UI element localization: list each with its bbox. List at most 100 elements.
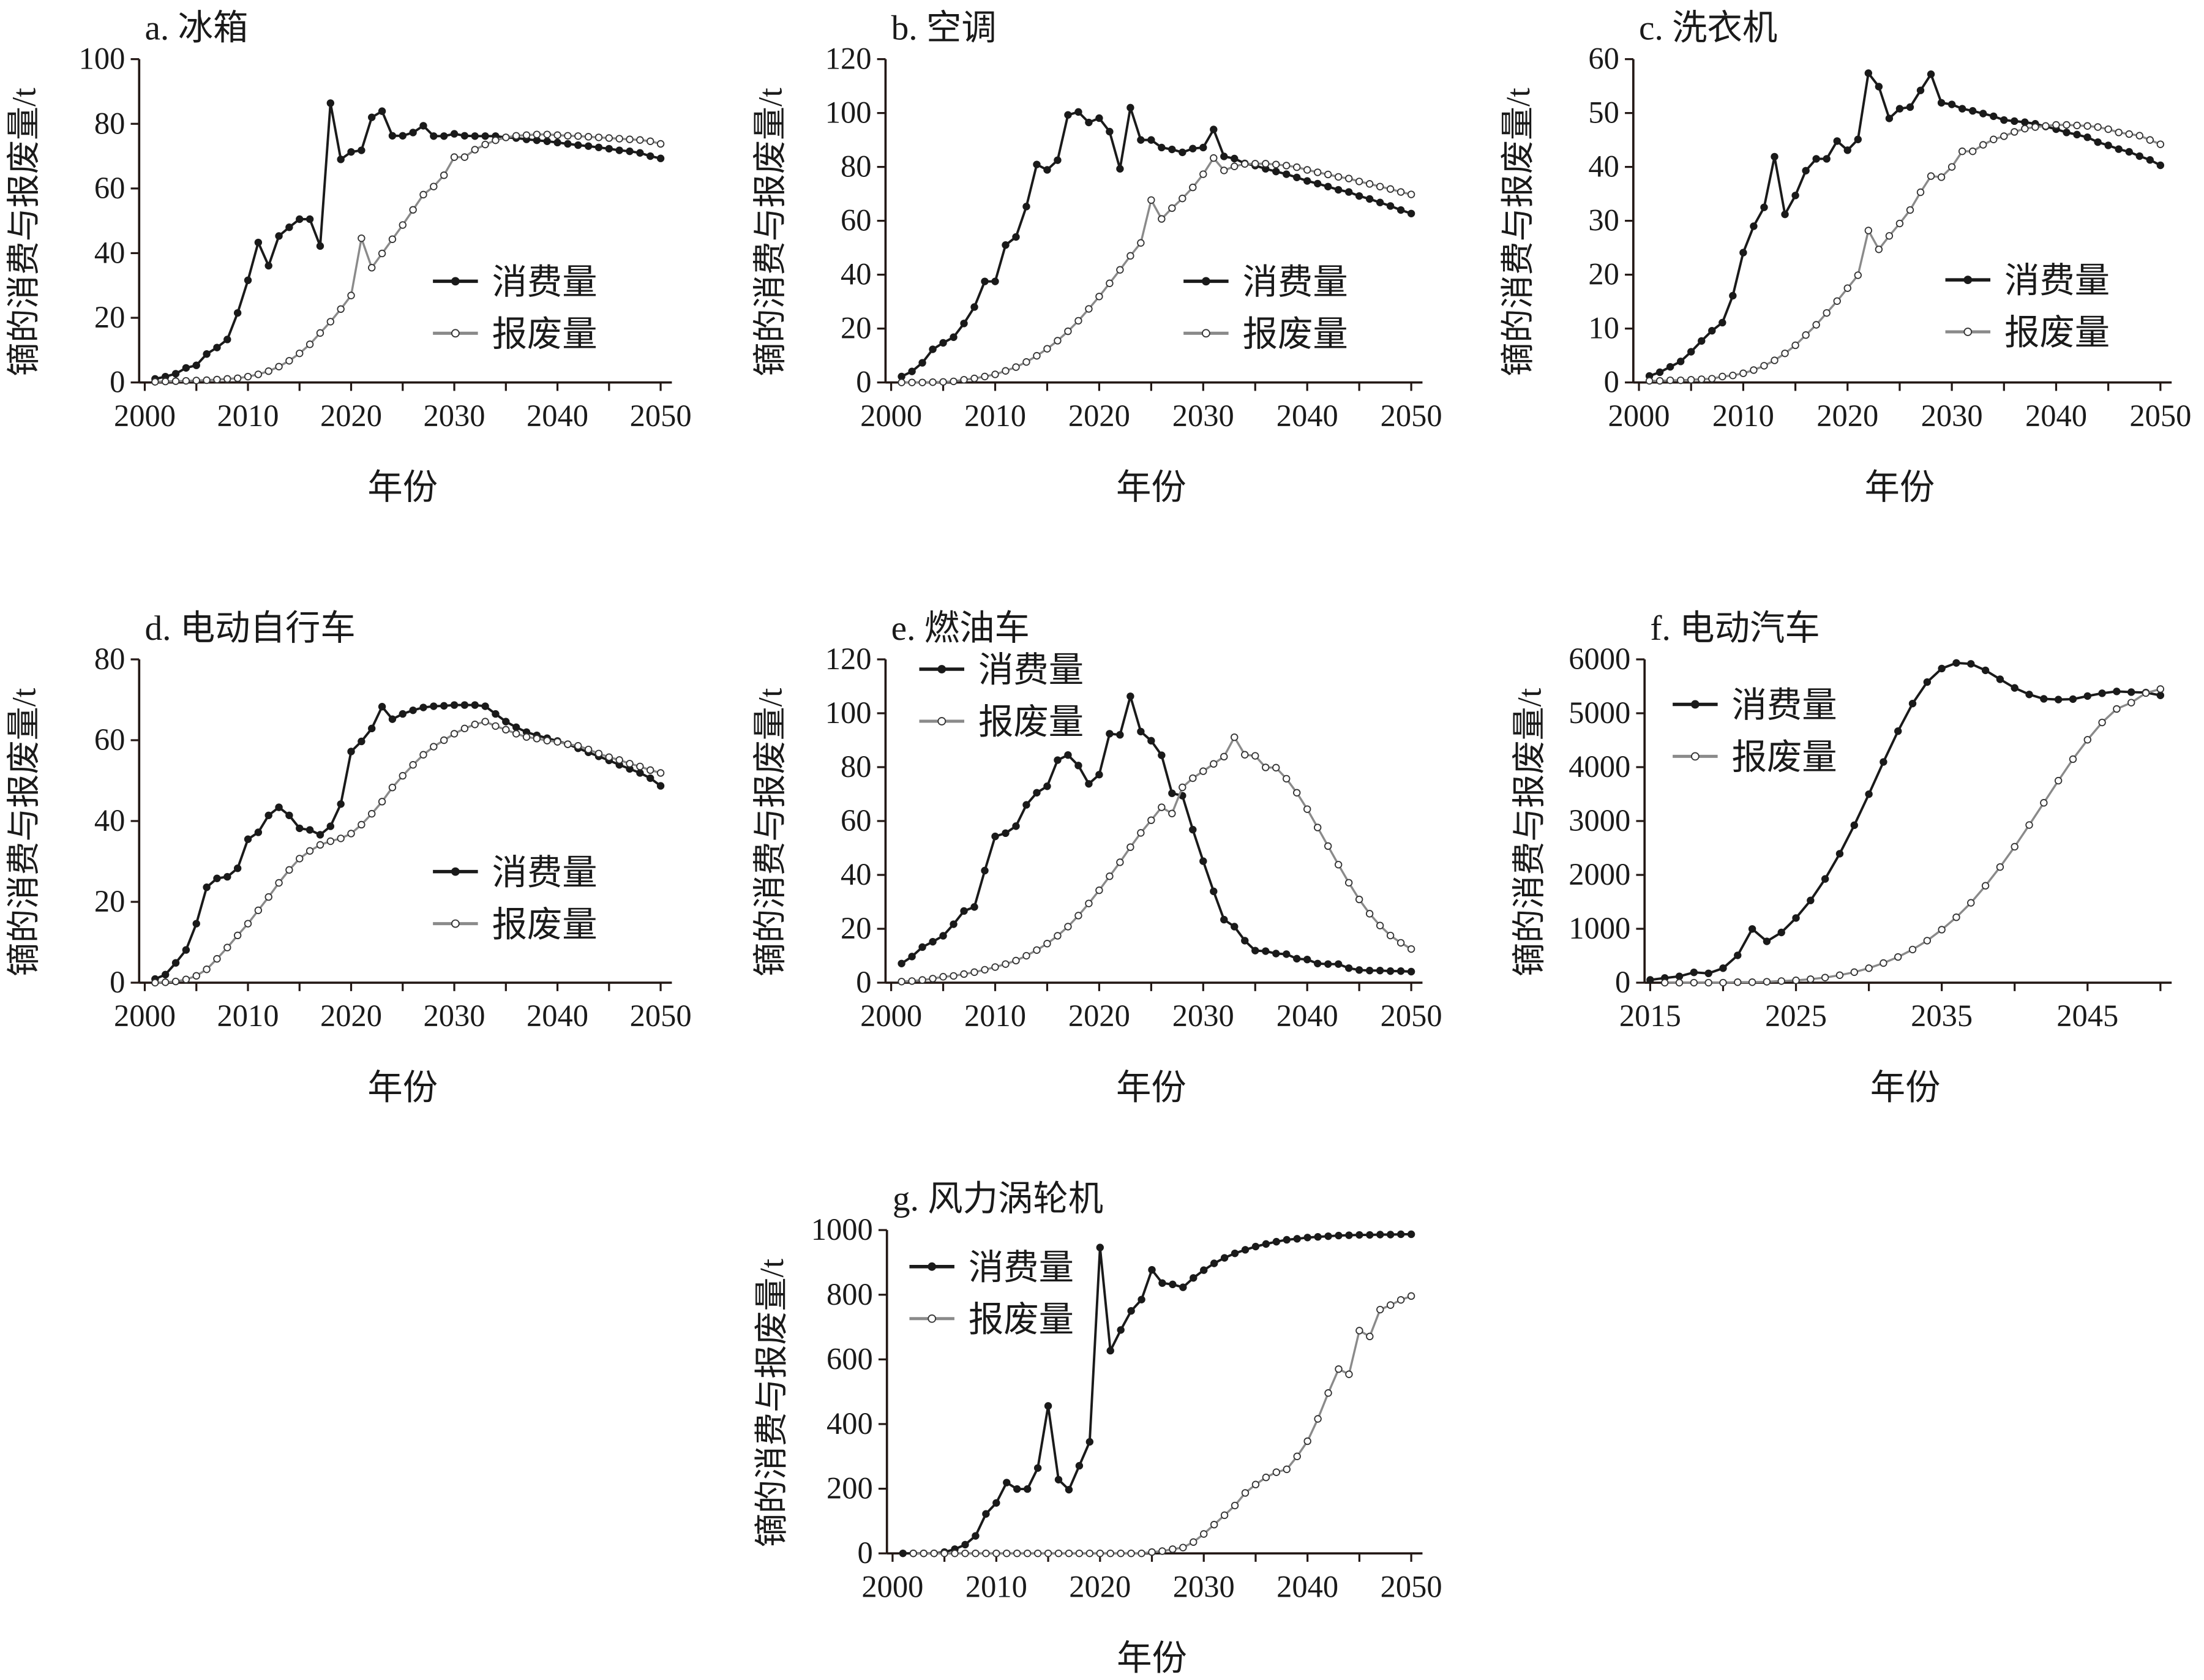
consumption-point	[1777, 928, 1785, 937]
consumption-point	[244, 276, 252, 285]
scrap-point	[296, 349, 304, 358]
consumption-point	[1199, 857, 1207, 865]
consumption-point	[1938, 664, 1946, 673]
y-tick-label: 0	[1615, 965, 1630, 999]
scrap-point	[2083, 736, 2091, 744]
scrap-point	[1033, 1549, 1042, 1558]
scrap-point	[909, 1549, 917, 1558]
scrap-point	[1324, 170, 1332, 179]
consumption-point	[1138, 1296, 1145, 1303]
x-axis-label: 年份	[1116, 1069, 1186, 1108]
consumption-point	[1676, 358, 1685, 366]
consumption-point	[2113, 688, 2121, 696]
consumption-point	[2156, 161, 2165, 170]
x-tick-label: 2030	[1173, 1569, 1235, 1603]
consumption-point	[1958, 105, 1966, 113]
legend-label: 消费量	[492, 263, 598, 302]
legend-marker	[937, 665, 946, 673]
scrap-point	[1719, 372, 1726, 381]
scrap-point	[1355, 895, 1363, 904]
scrap-point	[1231, 733, 1239, 741]
scrap-point	[358, 820, 365, 829]
scrap-point	[1719, 978, 1727, 987]
chart-title: c. 洗衣机	[1639, 9, 1777, 47]
consumption-point	[1148, 1266, 1156, 1274]
x-tick-label: 2010	[217, 399, 279, 433]
consumption-point	[264, 811, 272, 819]
scrap-point	[1220, 752, 1228, 761]
scrap-point	[275, 362, 283, 371]
scrap-point	[970, 968, 978, 977]
consumption-point	[1407, 967, 1415, 976]
scrap-point	[1033, 946, 1041, 954]
x-tick-label: 2010	[964, 999, 1026, 1033]
scrap-point	[512, 730, 520, 738]
consumption-point	[1065, 1485, 1073, 1494]
scrap-point	[960, 376, 968, 384]
consumption-point	[1894, 727, 1902, 735]
consumption-point	[1748, 925, 1756, 933]
consumption-point	[1262, 947, 1270, 955]
consumption-point	[2063, 129, 2071, 137]
consumption-point	[1074, 108, 1082, 116]
scrap-point	[1064, 923, 1072, 931]
scrap-point	[970, 374, 978, 383]
consumption-point	[1085, 780, 1093, 788]
scrap-point	[161, 978, 170, 986]
scrap-point	[1158, 215, 1166, 223]
scrap-point	[450, 153, 459, 161]
consumption-point	[1189, 144, 1197, 152]
consumption-point	[275, 232, 283, 240]
scrap-point	[636, 762, 644, 771]
series-line-scrap	[1665, 688, 2161, 984]
consumption-point	[564, 140, 572, 148]
consumption-point	[961, 1540, 969, 1549]
scrap-point	[1210, 760, 1218, 768]
chart-title: g. 风力涡轮机	[893, 1180, 1103, 1218]
scrap-point	[1022, 358, 1030, 366]
y-axis-label: 镝的消费与报废量/t	[1510, 688, 1548, 977]
scrap-point	[2146, 136, 2154, 144]
scrap-point	[368, 264, 376, 272]
consumption-point	[347, 148, 355, 156]
consumption-point	[605, 144, 613, 153]
scrap-point	[1074, 912, 1082, 920]
consumption-point	[939, 932, 947, 940]
scrap-point	[992, 1549, 1000, 1558]
y-tick-label: 4000	[1569, 749, 1630, 784]
scrap-point	[1043, 940, 1051, 948]
legend-marker	[937, 717, 946, 726]
consumption-point	[1345, 1231, 1353, 1239]
consumption-point	[1923, 678, 1932, 686]
y-tick-label: 100	[825, 696, 872, 730]
scrap-point	[1996, 863, 2004, 871]
consumption-point	[1854, 135, 1862, 143]
x-tick-label: 2025	[1765, 999, 1827, 1033]
scrap-point	[1231, 162, 1239, 170]
y-tick-label: 2000	[1569, 857, 1630, 891]
consumption-point	[584, 142, 593, 150]
legend-label: 报废量	[1732, 738, 1837, 777]
scrap-point	[161, 377, 170, 386]
scrap-point	[378, 249, 386, 258]
consumption-point	[1168, 789, 1176, 797]
scrap-point	[213, 954, 221, 963]
consumption-point	[213, 874, 221, 882]
scrap-point	[1880, 959, 1887, 967]
legend-label: 报废量	[492, 906, 598, 944]
scrap-point	[1344, 879, 1353, 887]
consumption-point	[1812, 155, 1820, 163]
scrap-point	[399, 221, 407, 229]
scrap-point	[605, 134, 613, 142]
scrap-point	[2000, 132, 2008, 140]
consumption-point	[950, 920, 958, 928]
scrap-point	[1990, 135, 1998, 143]
consumption-point	[1179, 1283, 1187, 1291]
scrap-point	[1387, 1301, 1395, 1309]
x-tick-label: 2020	[1069, 1569, 1131, 1603]
consumption-point	[182, 364, 190, 372]
y-tick-label: 10	[1588, 311, 1619, 345]
scrap-point	[326, 837, 335, 846]
scrap-point	[1675, 978, 1684, 987]
